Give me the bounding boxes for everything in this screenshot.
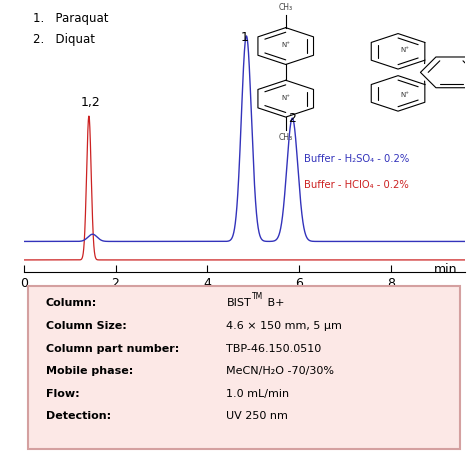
Text: TBP-46.150.0510: TBP-46.150.0510 — [227, 344, 322, 353]
Text: Detection:: Detection: — [46, 412, 111, 421]
Text: B+: B+ — [264, 298, 284, 308]
Text: 1.0 mL/min: 1.0 mL/min — [227, 389, 290, 399]
Text: min: min — [434, 263, 457, 276]
Text: Buffer - HClO₄ - 0.2%: Buffer - HClO₄ - 0.2% — [304, 180, 409, 190]
Text: Buffer - H₂SO₄ - 0.2%: Buffer - H₂SO₄ - 0.2% — [304, 154, 409, 164]
Text: BIST: BIST — [227, 298, 251, 308]
Text: Flow:: Flow: — [46, 389, 79, 399]
FancyBboxPatch shape — [28, 286, 460, 450]
Text: 1,2: 1,2 — [81, 96, 100, 109]
Text: MeCN/H₂O -70/30%: MeCN/H₂O -70/30% — [227, 366, 335, 376]
Text: Column Size:: Column Size: — [46, 321, 127, 331]
Text: 1.   Paraquat: 1. Paraquat — [33, 12, 108, 25]
Text: 2: 2 — [288, 112, 296, 125]
Text: UV 250 nm: UV 250 nm — [227, 412, 288, 421]
Text: TM: TM — [252, 292, 263, 301]
Text: 1: 1 — [240, 31, 248, 44]
Text: Column:: Column: — [46, 298, 97, 308]
Text: 2.   Diquat: 2. Diquat — [33, 33, 94, 46]
Text: Mobile phase:: Mobile phase: — [46, 366, 133, 376]
Text: 4.6 × 150 mm, 5 μm: 4.6 × 150 mm, 5 μm — [227, 321, 342, 331]
Text: Column part number:: Column part number: — [46, 344, 179, 353]
